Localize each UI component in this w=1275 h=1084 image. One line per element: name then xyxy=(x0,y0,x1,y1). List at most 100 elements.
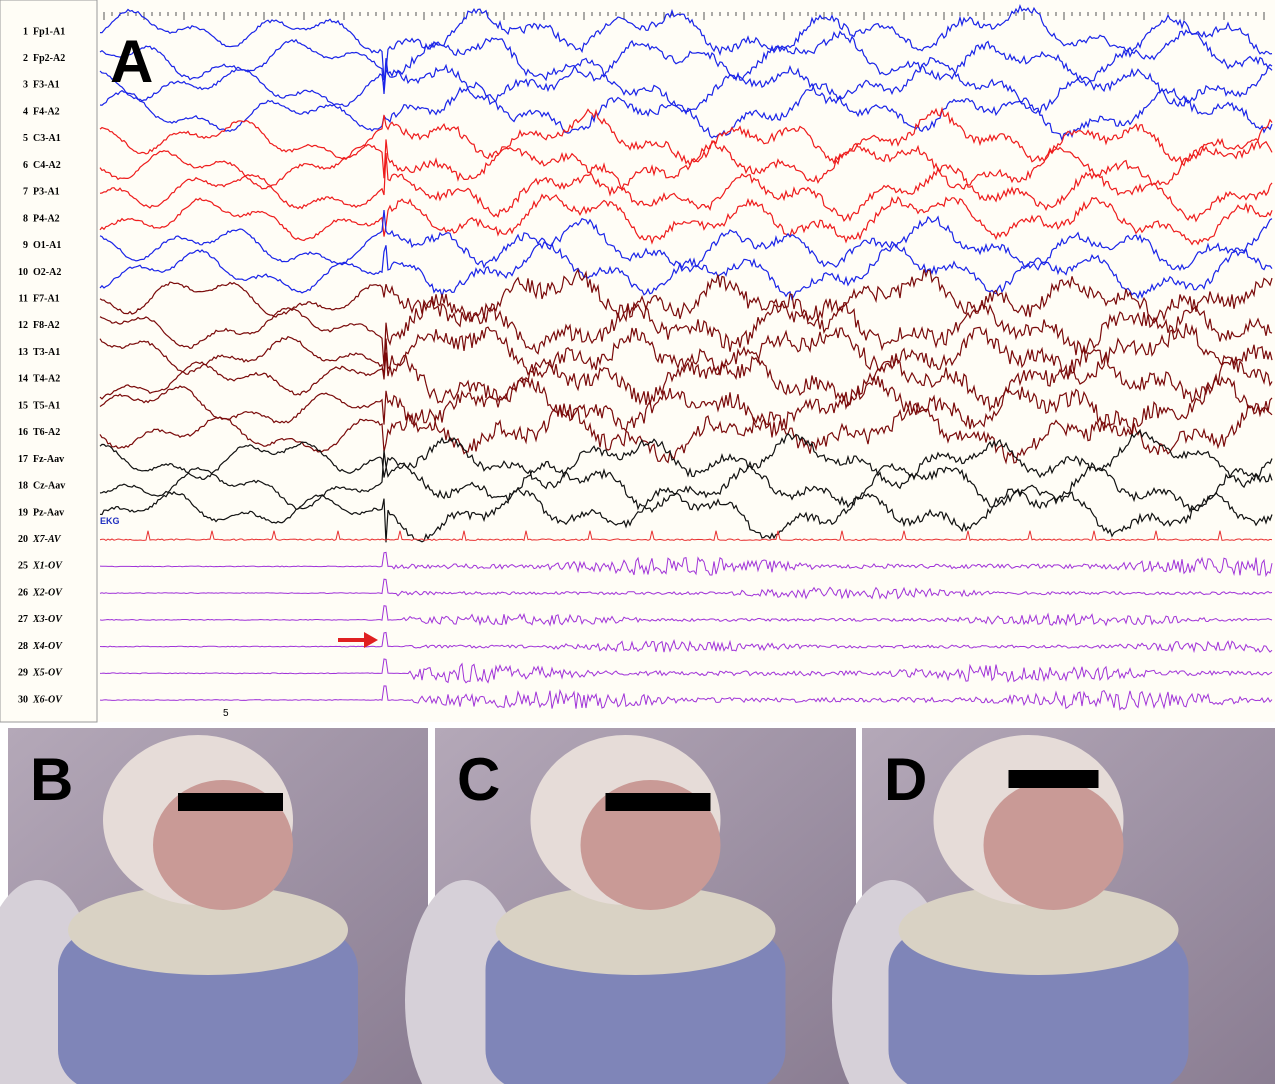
channel-name: O1-A1 xyxy=(33,240,61,251)
channel-number: 11 xyxy=(19,293,28,304)
channel-number: 28 xyxy=(18,641,28,652)
trace xyxy=(99,81,1273,142)
channel-name: C3-A1 xyxy=(33,133,61,144)
trace xyxy=(99,210,1273,273)
channel-number: 13 xyxy=(18,347,28,358)
channel-number: 18 xyxy=(18,481,28,492)
eeg-background xyxy=(0,0,1275,722)
panel-label: D xyxy=(884,746,927,813)
channel-name: X3-OV xyxy=(32,614,63,625)
trace xyxy=(99,338,1273,413)
channel-number: 5 xyxy=(23,133,28,144)
channel-name: X4-OV xyxy=(32,641,63,652)
channel-name: X2-OV xyxy=(32,587,63,598)
time-marker: 5 xyxy=(223,708,229,719)
photo-panel: D xyxy=(832,728,1275,1084)
trace xyxy=(100,4,1273,81)
trace xyxy=(99,658,1273,684)
photo-panel: C xyxy=(405,728,856,1084)
eye-mask xyxy=(605,793,711,811)
trace xyxy=(99,450,1273,514)
bib xyxy=(495,885,776,975)
channel-number: 20 xyxy=(18,534,28,545)
panel-label: B xyxy=(30,746,73,813)
trace xyxy=(99,139,1273,197)
face xyxy=(580,780,721,910)
trace xyxy=(99,193,1273,246)
trace xyxy=(99,268,1273,335)
channel-name: X1-OV xyxy=(32,561,63,572)
body xyxy=(58,930,358,1084)
channel-number: 8 xyxy=(23,213,28,224)
trace xyxy=(99,106,1273,167)
channel-name: Cz-Aav xyxy=(33,481,65,492)
channel-number: 26 xyxy=(18,587,28,598)
channel-number: 12 xyxy=(18,320,28,331)
channel-number: 27 xyxy=(18,614,28,625)
trace xyxy=(99,551,1273,578)
channel-name: P3-A1 xyxy=(33,187,60,198)
channel-name: T4-A2 xyxy=(33,374,60,385)
channel-name: C4-A2 xyxy=(33,160,61,171)
channel-number: 29 xyxy=(18,668,28,679)
photo-panel: B xyxy=(0,728,428,1084)
trace xyxy=(99,631,1273,654)
trace xyxy=(99,323,1273,385)
channel-name: O2-A2 xyxy=(33,267,61,278)
trace xyxy=(99,152,1273,223)
photos: B C D xyxy=(0,728,1275,1084)
panel-label: A xyxy=(110,28,153,95)
eye-mask xyxy=(1008,770,1099,788)
channel-name: T3-A1 xyxy=(33,347,60,358)
channel-number: 14 xyxy=(18,374,28,385)
channel-number: 4 xyxy=(23,106,28,117)
channel-name: Fz-Aav xyxy=(33,454,64,465)
channel-number: 6 xyxy=(23,160,28,171)
trace xyxy=(99,56,1273,116)
onset-arrow xyxy=(338,632,378,648)
bib xyxy=(898,885,1179,975)
trace xyxy=(99,578,1273,600)
channel-name: Fp2-A2 xyxy=(33,53,65,64)
channel-number: 3 xyxy=(23,80,28,91)
trace xyxy=(99,530,1273,542)
face xyxy=(983,780,1124,910)
channel-labels: 1 Fp1-A12 Fp2-A23 F3-A14 F4-A25 C3-A16 C4-A27 P… xyxy=(18,26,65,705)
channel-number: 19 xyxy=(18,507,28,518)
trace xyxy=(99,294,1273,367)
channel-name: T5-A1 xyxy=(33,400,60,411)
channel-name: F3-A1 xyxy=(33,80,60,91)
ekg-label: EKG xyxy=(100,516,120,526)
eeg-traces xyxy=(99,4,1273,711)
eye-mask xyxy=(178,793,283,811)
trace xyxy=(99,400,1273,465)
channel-number: 15 xyxy=(18,400,28,411)
channel-number: 30 xyxy=(18,694,28,705)
channel-name: X6-OV xyxy=(32,694,63,705)
label-column xyxy=(0,0,98,723)
channel-name: X7-AV xyxy=(32,534,62,545)
panel-label: C xyxy=(457,746,500,813)
channel-name: F8-A2 xyxy=(33,320,60,331)
channel-name: X5-OV xyxy=(32,668,63,679)
trace xyxy=(99,29,1273,94)
bib xyxy=(68,885,348,975)
channel-name: F4-A2 xyxy=(33,106,60,117)
channel-number: 25 xyxy=(18,561,28,572)
trace xyxy=(99,429,1273,490)
channel-number: 9 xyxy=(23,240,28,251)
face xyxy=(153,780,293,910)
channel-number: 16 xyxy=(18,427,28,438)
body xyxy=(888,930,1189,1084)
trace xyxy=(99,372,1273,438)
channel-name: Pz-Aav xyxy=(33,507,64,518)
trace xyxy=(99,605,1273,627)
channel-number: 10 xyxy=(18,267,28,278)
channel-number: 1 xyxy=(23,26,28,37)
channel-name: F7-A1 xyxy=(33,293,60,304)
channel-number: 17 xyxy=(18,454,28,465)
channel-name: T6-A2 xyxy=(33,427,60,438)
channel-number: 2 xyxy=(23,53,28,64)
